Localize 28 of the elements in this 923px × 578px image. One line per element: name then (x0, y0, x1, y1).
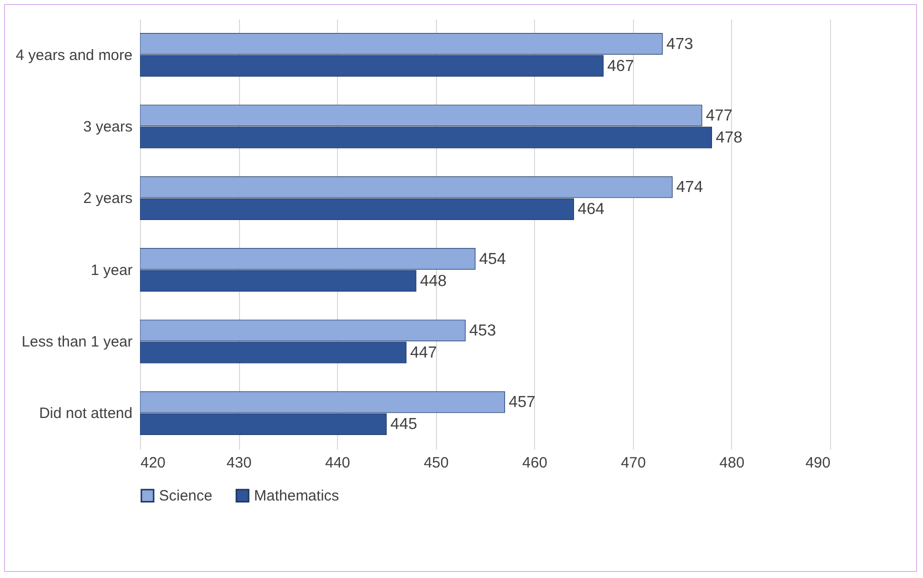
legend-label: Mathematics (254, 488, 340, 505)
y-tick-label: Did not attend (39, 405, 132, 422)
x-tick-label: 420 (140, 454, 166, 472)
x-tick-label: 470 (620, 454, 646, 472)
data-label: 477 (706, 107, 733, 124)
y-tick-label: 4 years and more (16, 46, 132, 64)
data-label: 448 (420, 272, 447, 290)
data-label: 454 (479, 250, 506, 268)
y-tick-label: 1 year (90, 262, 132, 279)
data-label: 457 (508, 394, 536, 412)
x-tick-label: 460 (522, 454, 548, 472)
x-tick-label: 490 (805, 454, 830, 472)
y-tick-label: Less than 1 year (22, 334, 132, 350)
y-tick-label: 3 years (83, 118, 132, 136)
data-label: 473 (666, 36, 694, 53)
x-tick-label: 440 (325, 454, 350, 472)
x-tick-label: 450 (424, 454, 449, 472)
data-label: 453 (469, 322, 496, 340)
data-label: 447 (410, 344, 437, 362)
y-tick-label: 2 years (83, 190, 132, 208)
x-tick-label: 480 (719, 454, 744, 472)
data-label: 474 (676, 179, 704, 196)
data-label: 445 (390, 416, 418, 434)
data-label: 467 (607, 58, 634, 75)
legend-label: Science (159, 488, 212, 505)
data-label: 478 (716, 130, 743, 147)
x-tick-label: 430 (226, 454, 252, 472)
data-label: 464 (578, 201, 605, 218)
